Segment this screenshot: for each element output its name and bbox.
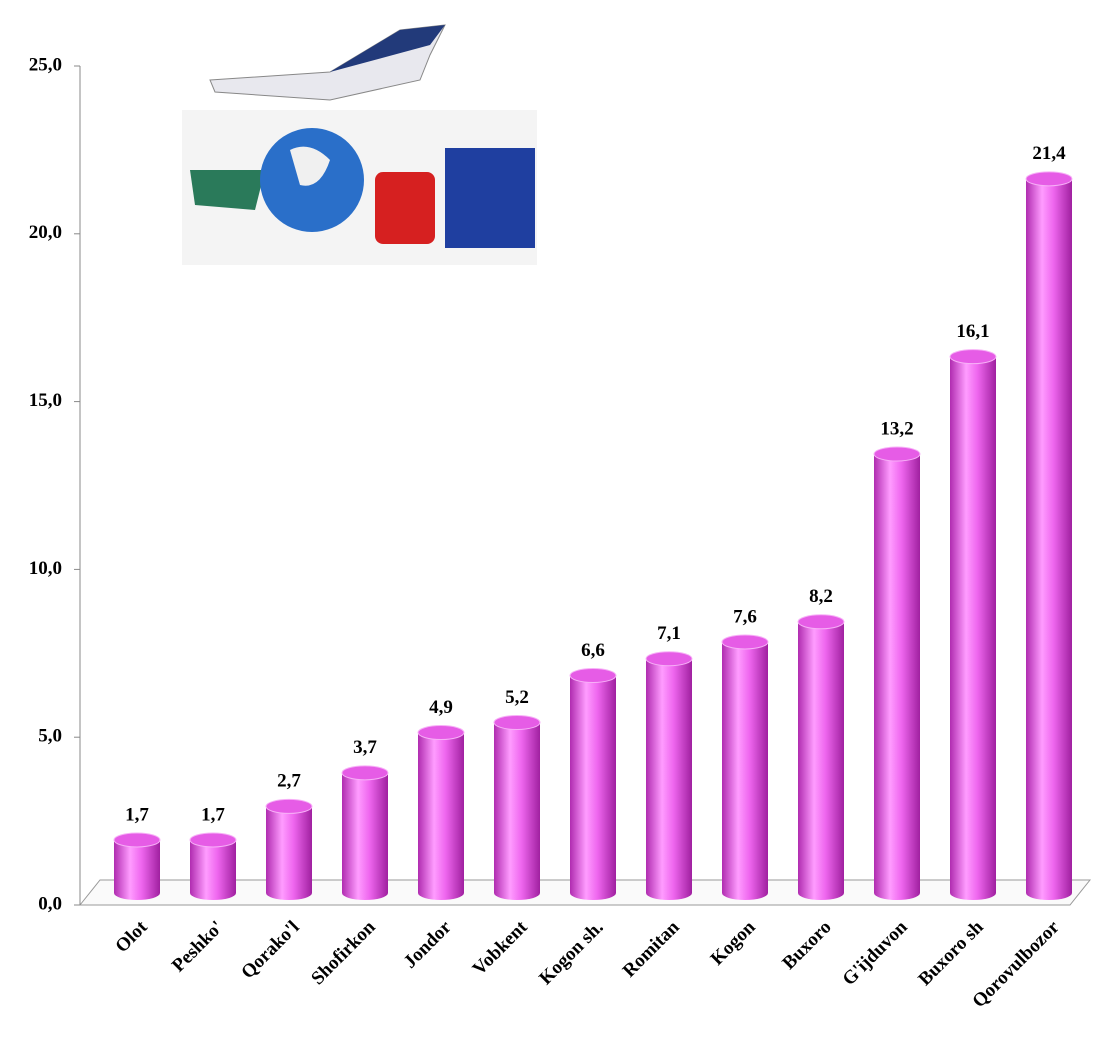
data-label: 7,1	[657, 623, 681, 644]
x-tick-label: Kogon	[707, 916, 760, 969]
x-tick-label: Kogon sh.	[535, 917, 607, 989]
bar-top	[645, 651, 693, 667]
bar-body	[950, 356, 996, 901]
bar-body	[722, 641, 768, 900]
data-label: 1,7	[125, 804, 149, 825]
bar-body	[114, 839, 160, 900]
data-label: 13,2	[880, 418, 913, 439]
bar	[569, 668, 617, 900]
bar-top	[189, 832, 237, 848]
y-tick-label: 15,0	[29, 390, 62, 411]
bar	[797, 614, 845, 900]
bar-top	[797, 614, 845, 630]
bar	[493, 714, 541, 900]
data-label: 1,7	[201, 804, 225, 825]
x-tick-label: Buxoro	[778, 917, 835, 974]
y-tick-label: 10,0	[29, 558, 62, 579]
bar-top	[1025, 171, 1073, 187]
bar	[189, 832, 237, 900]
bar-top	[493, 714, 541, 730]
data-label: 6,6	[581, 640, 605, 661]
data-label: 21,4	[1032, 143, 1066, 164]
bar	[949, 349, 997, 901]
x-tick-label: Vobkent	[469, 916, 532, 979]
bar-body	[190, 839, 236, 900]
y-tick-label: 20,0	[29, 222, 62, 243]
illustration	[182, 24, 537, 265]
bar-body	[646, 658, 692, 900]
y-tick-label: 0,0	[38, 893, 62, 914]
data-label: 4,9	[429, 697, 453, 718]
y-tick-label: 25,0	[29, 54, 62, 75]
x-tick-label: G'ijduvon	[839, 916, 912, 989]
data-label: 8,2	[809, 586, 833, 607]
bar-top	[417, 725, 465, 741]
bar	[645, 651, 693, 900]
bar	[873, 446, 921, 900]
bar-body	[1026, 178, 1072, 901]
bar-body	[570, 675, 616, 900]
bar-top	[873, 446, 921, 462]
bar-top	[949, 349, 997, 365]
bar	[341, 765, 389, 900]
bar-top	[721, 634, 769, 650]
bar-body	[494, 722, 540, 900]
x-tick-label: Buxoro sh	[914, 916, 988, 990]
bar-body	[342, 772, 388, 900]
x-tick-label: Romitan	[619, 916, 684, 981]
bar	[721, 634, 769, 900]
bar-body	[418, 732, 464, 900]
x-tick-label: Qorako'l	[237, 917, 303, 983]
bar-body	[266, 806, 312, 900]
x-tick-label: Jondor	[400, 916, 456, 972]
bar-top	[265, 798, 313, 814]
x-tick-label: Peshko'	[168, 917, 228, 977]
data-label: 16,1	[956, 321, 989, 342]
x-tick-label: Shofirkon	[307, 916, 380, 989]
bar-top	[341, 765, 389, 781]
y-tick-label: 5,0	[38, 726, 62, 747]
bar	[113, 832, 161, 900]
data-label: 7,6	[733, 606, 757, 627]
bar	[1025, 171, 1073, 901]
bar	[265, 798, 313, 900]
bar-top	[113, 832, 161, 848]
data-label: 3,7	[353, 737, 377, 758]
bar-top	[569, 668, 617, 684]
x-tick-label: Olot	[111, 916, 152, 957]
bar-body	[798, 621, 844, 900]
data-label: 2,7	[277, 771, 301, 792]
data-label: 5,2	[505, 687, 529, 708]
bar	[417, 725, 465, 900]
bar-body	[874, 454, 920, 900]
